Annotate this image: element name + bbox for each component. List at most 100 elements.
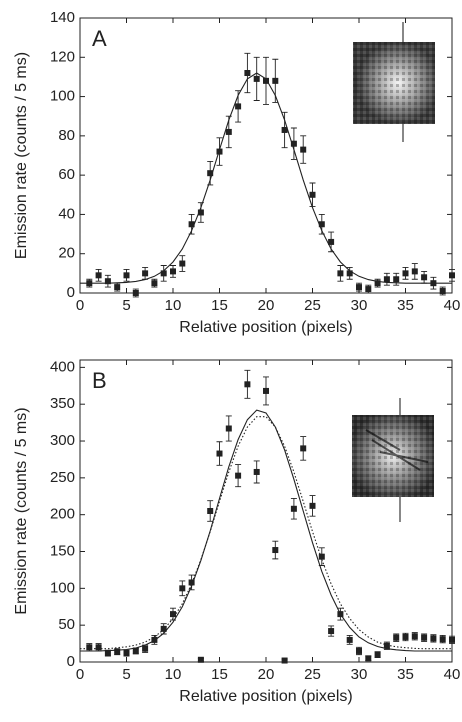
data-point	[290, 140, 297, 147]
data-point	[123, 272, 130, 279]
x-tick-label: 20	[258, 666, 275, 683]
data-point	[253, 468, 260, 475]
y-tick-label: 100	[50, 88, 75, 105]
data-point	[449, 272, 455, 279]
x-axis-title: Relative position (pixels)	[179, 319, 352, 336]
y-tick-label: 300	[50, 432, 75, 449]
y-tick-label: 20	[58, 245, 75, 262]
data-point	[356, 647, 362, 654]
data-point	[430, 635, 437, 642]
x-tick-label: 10	[165, 297, 182, 314]
data-point	[337, 270, 344, 277]
inset-b	[352, 398, 434, 522]
x-tick-label: 5	[122, 297, 130, 314]
panel-label: A	[92, 26, 107, 51]
data-point	[439, 636, 446, 643]
data-point	[244, 381, 251, 388]
data-point	[290, 505, 297, 512]
data-point	[393, 634, 400, 641]
data-point	[383, 642, 390, 649]
y-tick-label: 120	[50, 48, 75, 65]
data-point	[104, 278, 111, 285]
data-point	[132, 290, 139, 296]
data-point	[235, 103, 242, 110]
panel: 0 5 10 15 20 25 30 35 40 0 20 40 60 80 100 120 140 Relati…	[13, 9, 460, 336]
data-point	[318, 553, 325, 560]
data-point	[439, 288, 446, 295]
y-tick-label: 200	[50, 506, 75, 523]
inset-a	[353, 22, 435, 142]
data-point	[179, 260, 186, 267]
data-point	[114, 648, 121, 655]
data-point	[95, 272, 102, 279]
data-point	[309, 191, 316, 198]
x-tick-label: 30	[351, 666, 368, 683]
data-point	[328, 628, 335, 635]
data-point	[421, 634, 428, 641]
data-point	[328, 238, 335, 245]
y-tick-label: 0	[67, 653, 75, 670]
data-point	[235, 472, 242, 479]
data-point	[253, 75, 260, 82]
y-tick-label: 50	[58, 616, 75, 633]
data-point	[411, 633, 418, 640]
y-tick-label: 40	[58, 205, 75, 222]
y-tick-label: 140	[50, 9, 75, 26]
data-point	[197, 209, 204, 216]
data-point	[272, 547, 279, 554]
data-point	[160, 625, 167, 632]
data-point	[318, 221, 325, 228]
y-tick-label: 250	[50, 469, 75, 486]
data-point	[86, 644, 93, 651]
data-point	[160, 270, 167, 277]
data-point	[402, 270, 409, 277]
data-point	[272, 77, 279, 84]
data-point	[356, 284, 362, 291]
data-point	[188, 579, 195, 586]
data-point	[170, 268, 176, 275]
data-point	[244, 70, 251, 76]
data-point	[123, 650, 130, 657]
data-point	[263, 77, 269, 84]
x-tick-label: 0	[76, 666, 84, 683]
data-point	[430, 280, 437, 287]
x-tick-label: 10	[165, 666, 182, 683]
data-point	[281, 657, 288, 664]
data-point	[393, 276, 400, 283]
x-tick-label: 5	[122, 666, 130, 683]
data-point	[449, 636, 455, 643]
data-point	[374, 651, 381, 658]
y-tick-label: 400	[50, 358, 75, 375]
data-point	[365, 286, 372, 293]
data-point	[207, 170, 214, 177]
y-tick-label: 0	[67, 284, 75, 301]
x-tick-label: 25	[304, 666, 321, 683]
fit-line	[80, 409, 452, 652]
data-point	[197, 656, 204, 663]
x-tick-label: 40	[444, 666, 461, 683]
x-tick-label: 15	[211, 666, 228, 683]
data-point	[346, 270, 353, 277]
data-point	[383, 276, 390, 283]
data-point	[309, 502, 316, 509]
data-point	[346, 636, 353, 643]
x-tick-label: 0	[76, 297, 84, 314]
y-tick-label: 350	[50, 395, 75, 412]
data-point	[411, 268, 418, 275]
data-point	[151, 636, 158, 643]
data-point	[374, 280, 381, 287]
data-point	[114, 284, 121, 291]
data-point	[216, 148, 223, 155]
y-axis-title: Emission rate (counts / 5 ms)	[13, 52, 30, 259]
data-point	[104, 650, 111, 657]
data-point	[142, 645, 149, 652]
x-tick-label: 30	[351, 297, 368, 314]
x-tick-label: 40	[444, 297, 461, 314]
data-point	[151, 280, 158, 287]
data-point	[402, 633, 409, 640]
x-axis-title: Relative position (pixels)	[179, 688, 352, 705]
data-point	[365, 655, 372, 662]
y-tick-label: 150	[50, 542, 75, 559]
